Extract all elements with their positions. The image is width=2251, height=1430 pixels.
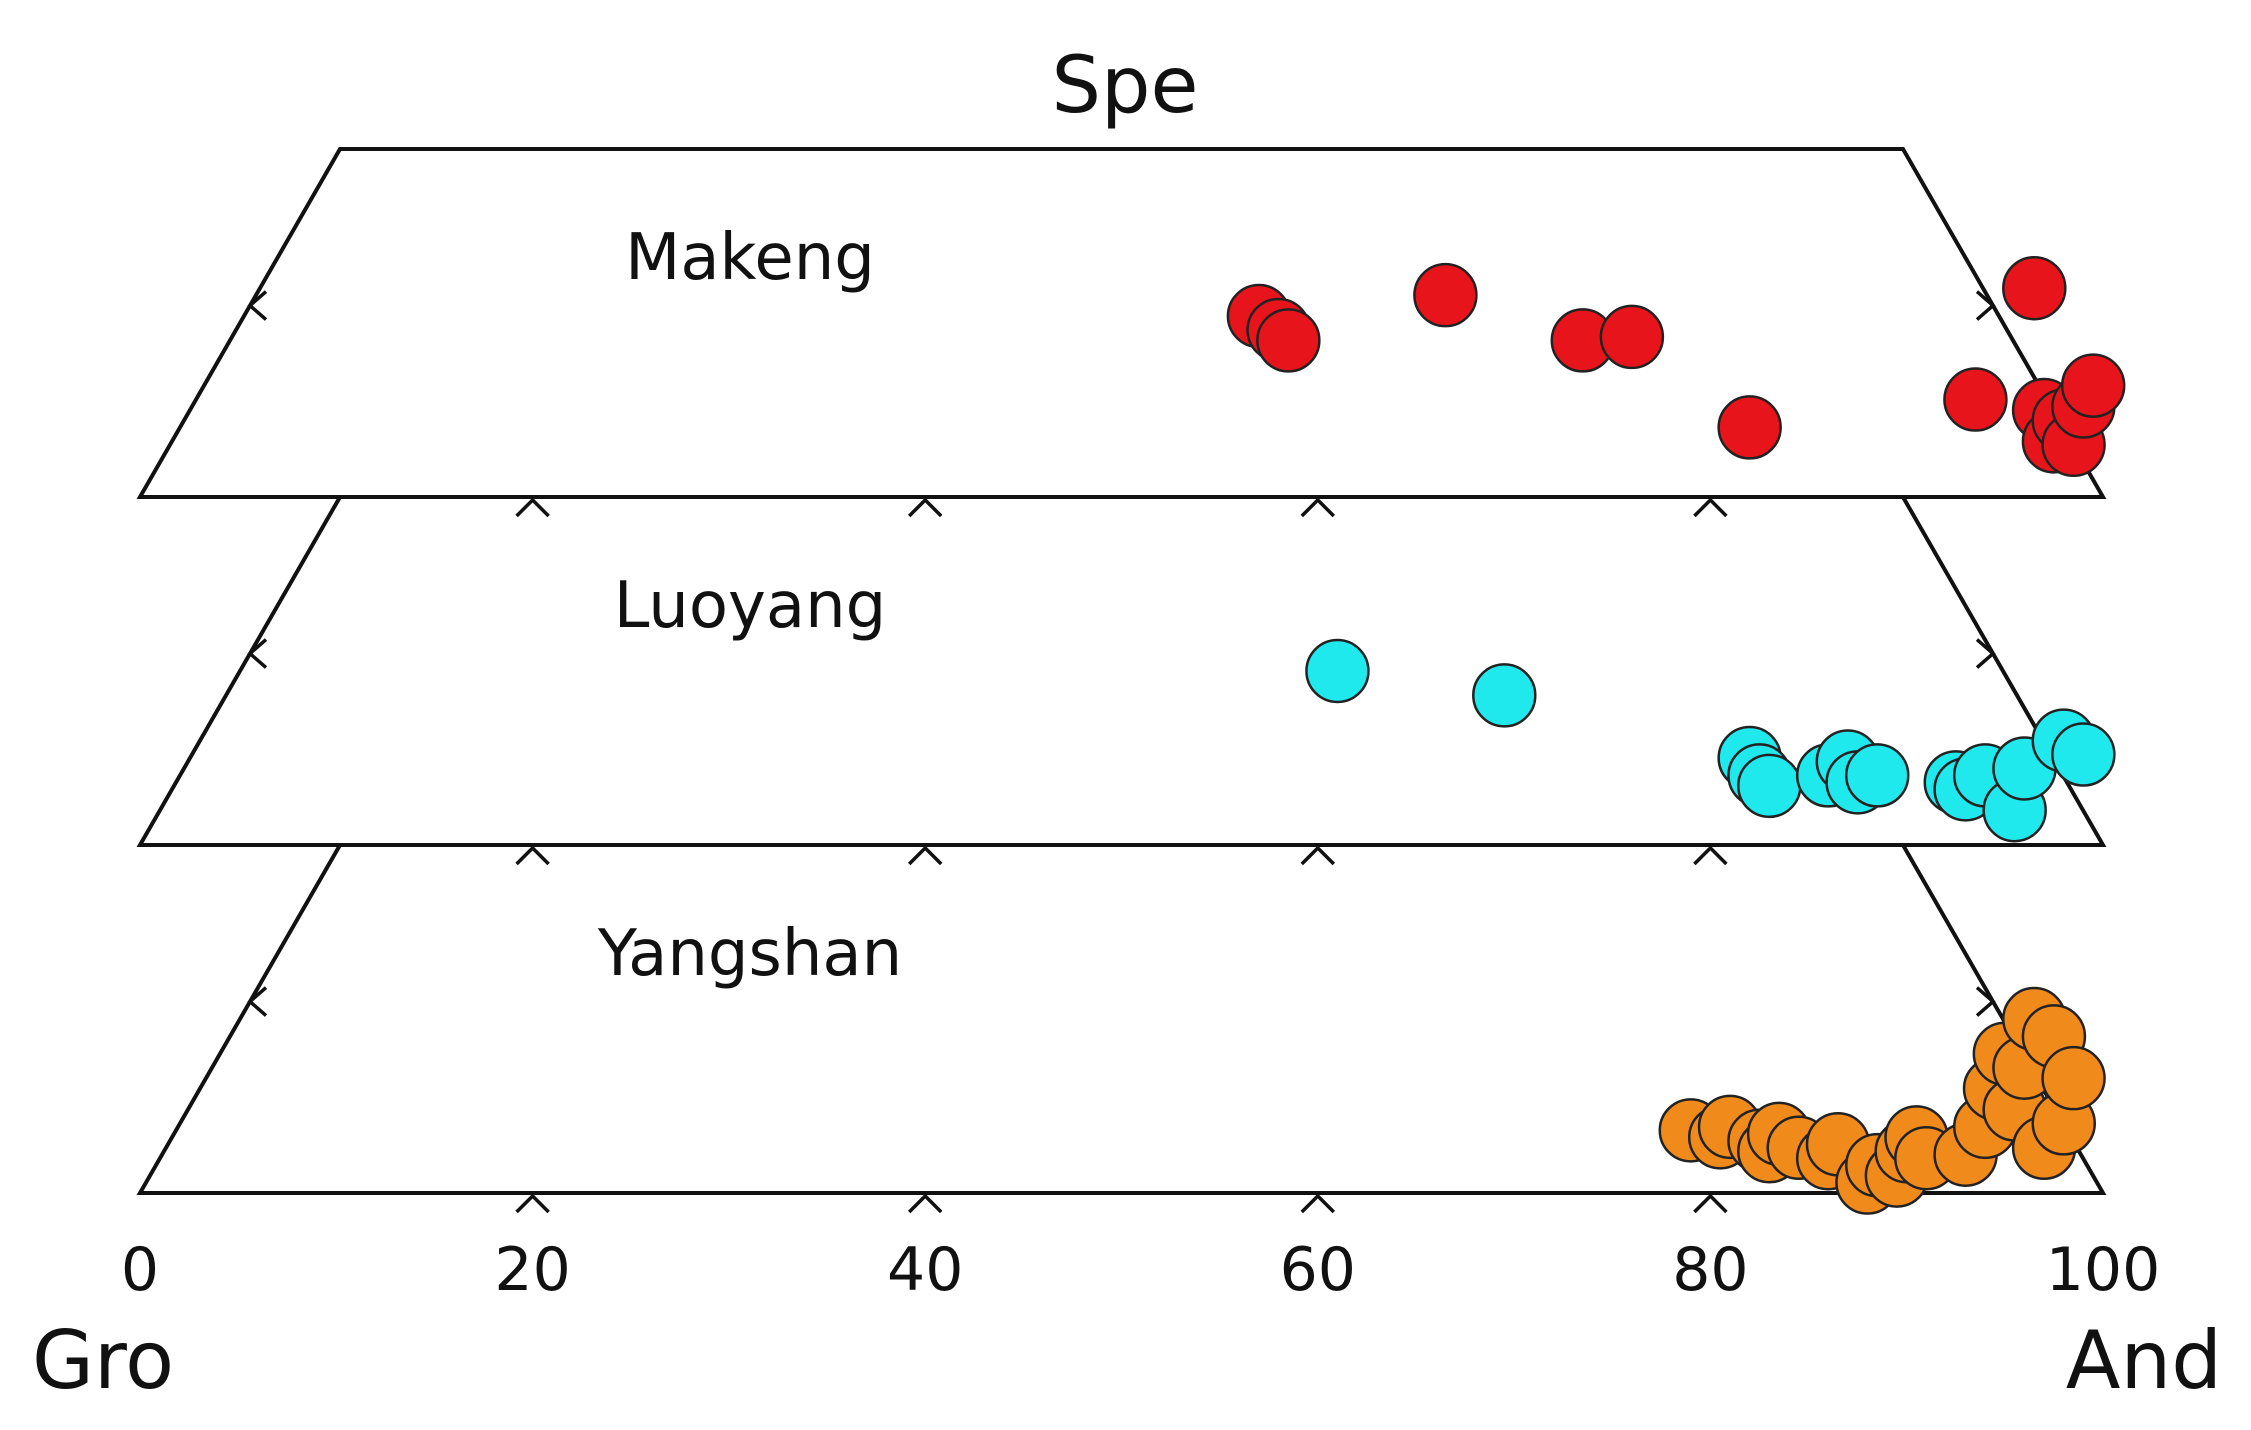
data-point [1413,262,1478,328]
x-tick-label: 80 [1672,1235,1748,1305]
right-edge-tick-mark [1975,290,1996,321]
data-point [2051,722,2116,787]
x-tick-label: 20 [494,1235,570,1305]
bottom-tick-mark [1693,1193,1728,1214]
bottom-tick-mark [1693,845,1728,866]
x-tick-label: 40 [887,1235,963,1305]
bottom-tick-mark [1693,497,1728,518]
x-tick-label: 60 [1280,1235,1356,1305]
x-tick-label: 100 [2046,1235,2161,1305]
series-luoyang [1305,638,2116,843]
bottom-tick-mark [1300,497,1336,518]
left-edge-tick-mark [247,638,268,669]
panel-name-makeng: Makeng [625,221,875,295]
right-end-label: And [2066,1314,2222,1407]
bottom-tick-mark [515,1193,550,1214]
panel-luoyang: Luoyang [136,495,2116,866]
data-point [1717,395,1782,460]
data-point [2060,353,2126,418]
bottom-tick-mark [907,1193,943,1214]
panels-layer: Makeng Luoyang Yangshan [136,147,2126,1215]
data-point [2002,255,2067,321]
bottom-tick-mark [515,845,550,866]
data-point [1599,304,1665,370]
left-edge-tick-mark [247,290,268,321]
data-point [2041,1045,2106,1111]
panel-outline [136,843,2107,1195]
right-edge-tick-mark [1975,986,1996,1017]
apex-label: Spe [1051,41,1198,131]
left-edge-tick-mark [247,986,268,1017]
panel-name-yangshan: Yangshan [597,917,902,991]
data-point [1472,663,1537,728]
left-end-label: Gro [32,1314,174,1407]
bottom-tick-mark [907,497,943,518]
series-makeng [1226,255,2126,478]
bottom-tick-mark [1300,845,1336,866]
data-point [1845,743,1910,808]
x-tick-labels: 0 20 40 60 80 100 [121,1235,2160,1305]
bottom-tick-mark [907,845,943,866]
bottom-tick-mark [1300,1193,1336,1214]
panel-makeng: Makeng [136,147,2126,518]
right-edge-tick-mark [1975,638,1996,669]
data-point [1943,367,2008,432]
panel-name-luoyang: Luoyang [614,569,887,643]
data-point [1737,753,1802,819]
series-yangshan [1658,986,2106,1215]
x-tick-label: 0 [121,1235,159,1305]
data-point [1256,308,1321,373]
bottom-tick-mark [515,497,550,518]
data-point [1305,638,1370,704]
panel-outline [136,147,2107,499]
panel-yangshan: Yangshan [136,843,2107,1215]
